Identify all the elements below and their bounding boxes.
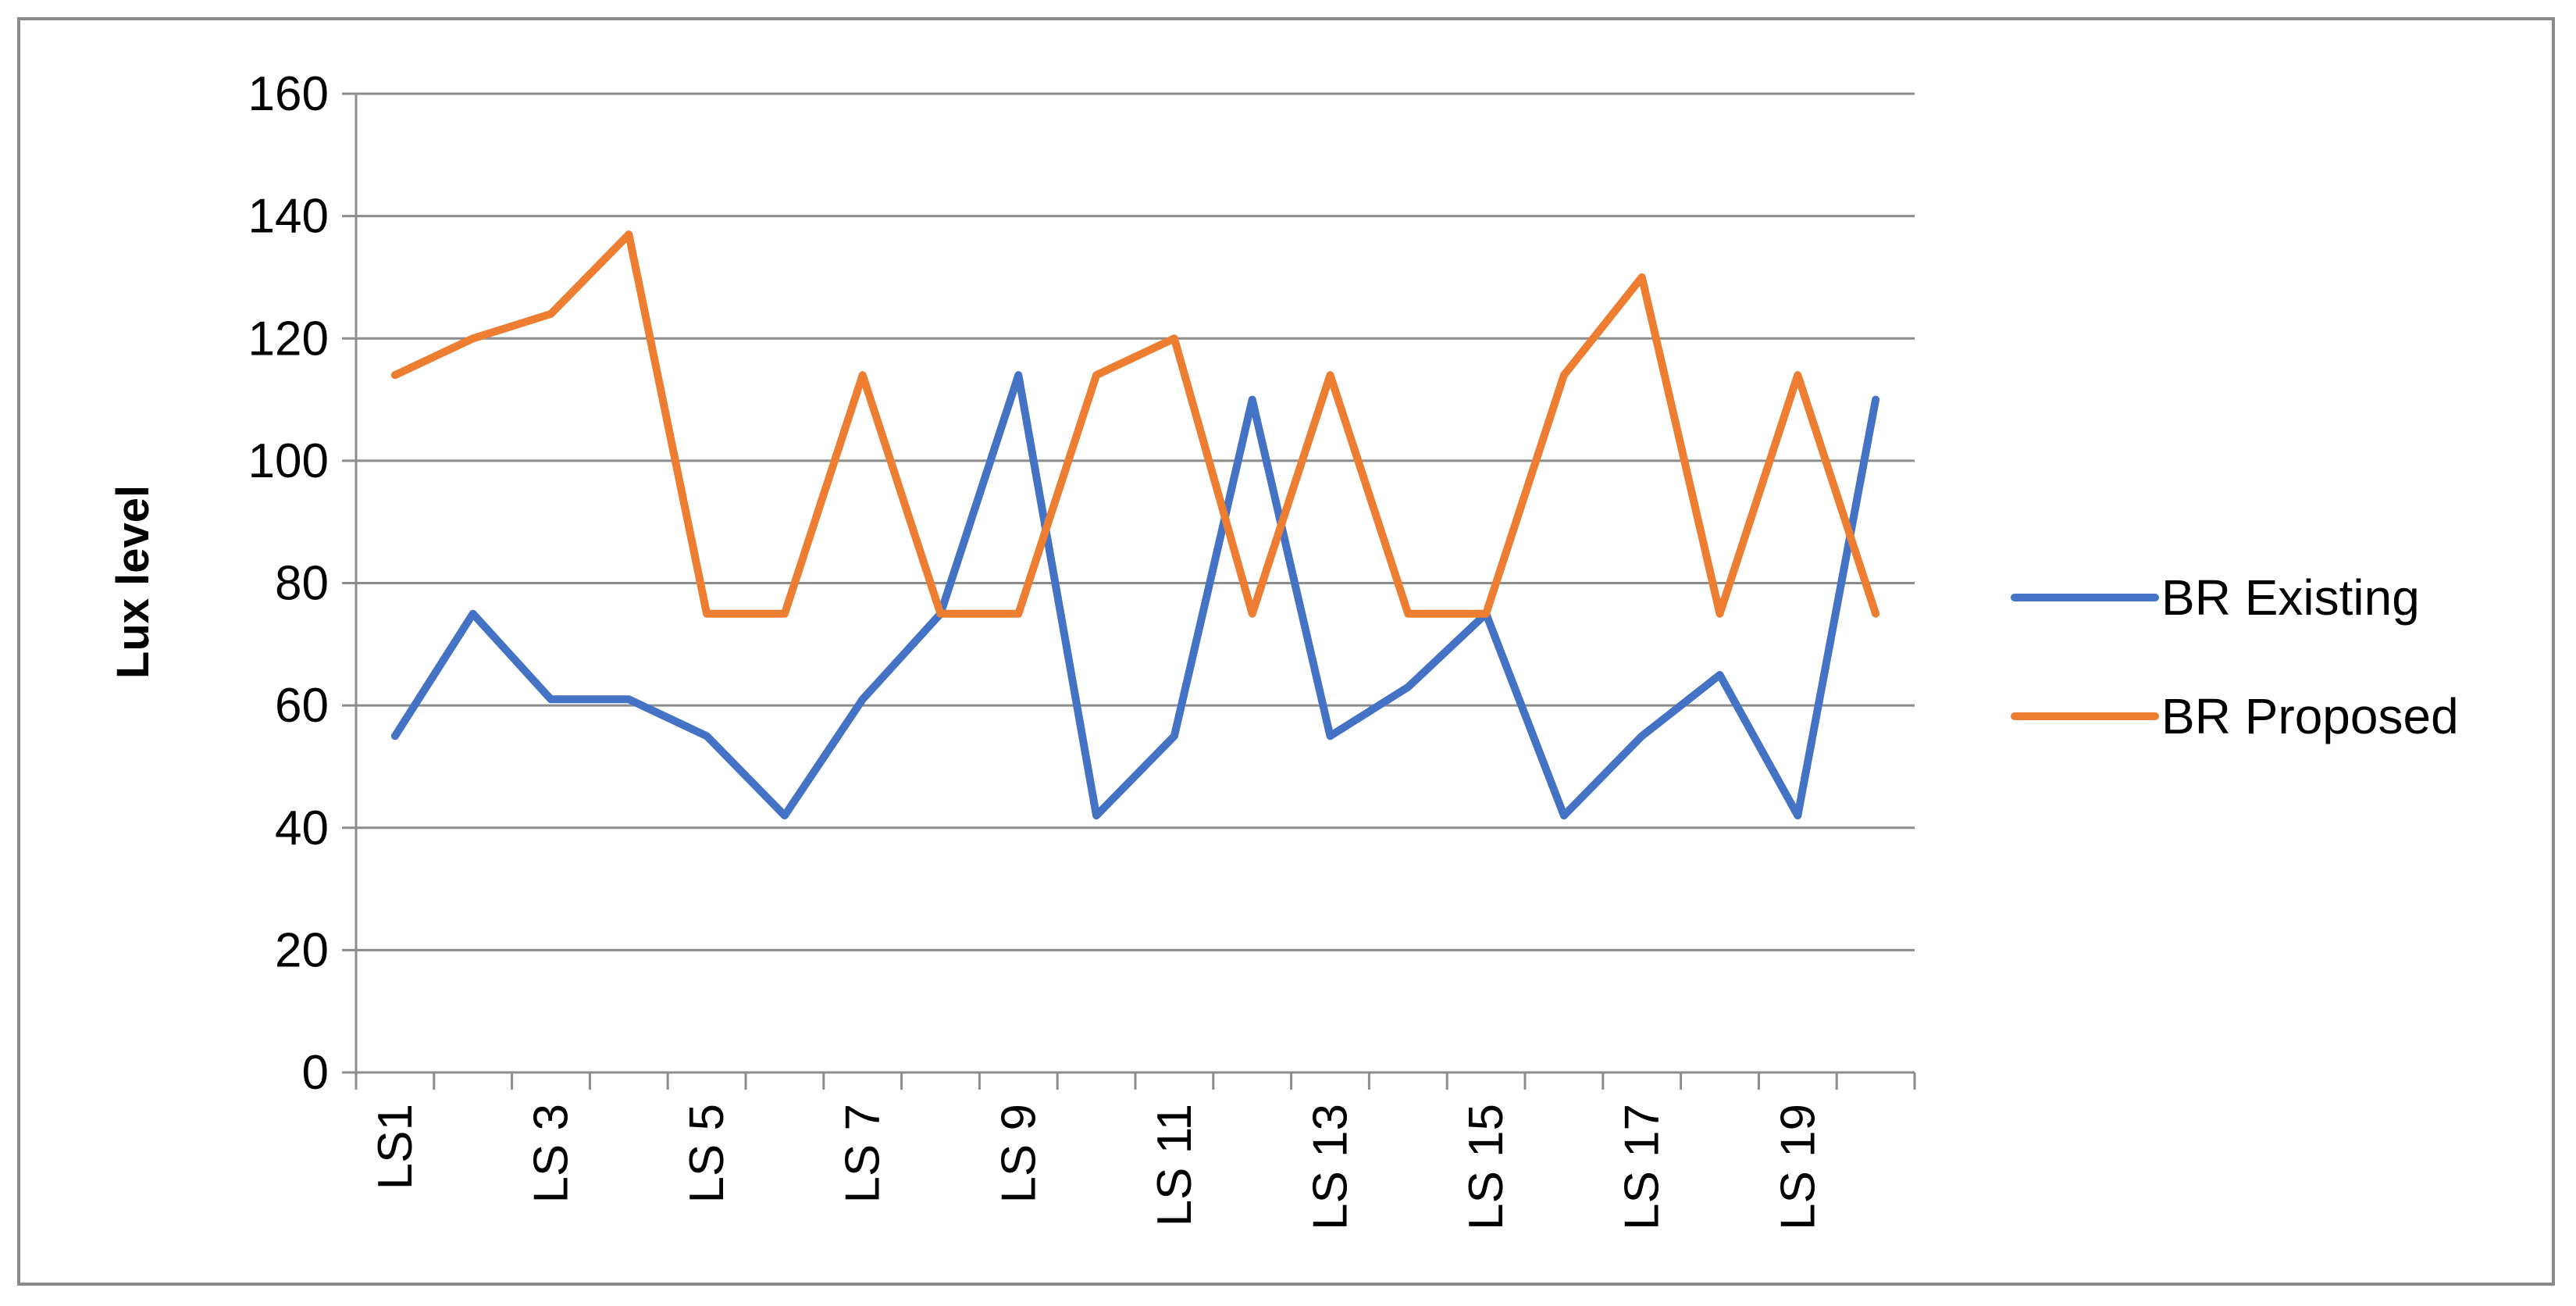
x-tick-label: LS 19	[1771, 1104, 1825, 1230]
x-tick-label: LS 9	[992, 1104, 1046, 1204]
y-tick-label: 20	[275, 923, 329, 977]
axes	[342, 92, 1916, 1090]
y-tick-label: 0	[302, 1046, 329, 1100]
x-tick-label: LS 7	[836, 1104, 890, 1204]
series-line-br-existing	[390, 371, 1880, 820]
series-lines	[390, 230, 1880, 820]
legend: BR Existing BR Proposed	[2011, 569, 2459, 744]
y-tick-label: 100	[248, 434, 329, 488]
y-tick-label: 160	[248, 67, 329, 121]
y-tick-labels: 0 20 40 60 80 100 120 140 160	[248, 67, 329, 1100]
x-tick-label: LS 15	[1459, 1104, 1513, 1230]
gridlines	[356, 92, 1915, 951]
x-tick-labels: LS1 LS 3 LS 5 LS 7 LS 9 LS 11 LS 13 LS 15 LS 17 L…	[369, 1104, 1825, 1230]
x-tick-label: LS 5	[680, 1104, 734, 1204]
x-tick-label: LS 13	[1304, 1104, 1358, 1230]
y-tick-label: 140	[248, 190, 329, 244]
y-tick-label: 60	[275, 679, 329, 733]
x-tick-label: LS 3	[525, 1104, 579, 1204]
y-tick-label: 40	[275, 801, 329, 855]
y-tick-label: 80	[275, 557, 329, 611]
legend-label: BR Proposed	[2161, 688, 2459, 744]
x-tick-label: LS 11	[1148, 1104, 1202, 1226]
x-tick-label: LS 17	[1616, 1104, 1669, 1230]
legend-label: BR Existing	[2161, 569, 2420, 626]
x-tick-label: LS1	[369, 1104, 422, 1190]
series-line-br-proposed	[390, 230, 1880, 618]
chart-frame	[17, 17, 2555, 1286]
y-tick-label: 120	[248, 312, 329, 366]
y-axis-title: Lux level	[108, 485, 159, 679]
